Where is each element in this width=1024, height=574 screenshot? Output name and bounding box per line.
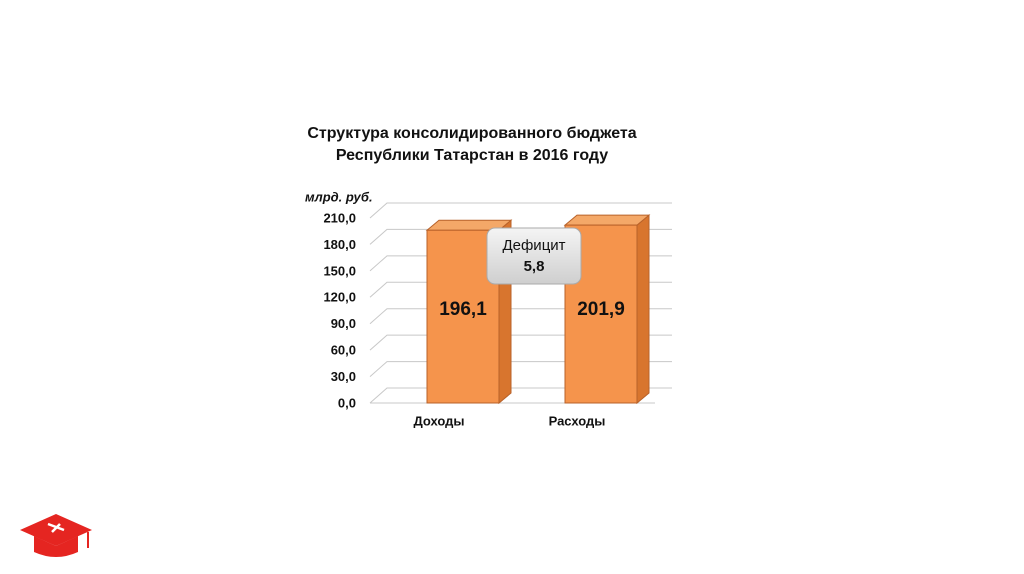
y-tick-label: 30,0	[331, 369, 356, 384]
logo	[20, 514, 92, 557]
bar-side	[636, 214, 650, 405]
callout-box	[486, 227, 582, 285]
grid-line	[369, 202, 672, 219]
chart-title: Структура консолидированного бюджета	[307, 125, 636, 142]
y-tick-label: 90,0	[331, 316, 356, 331]
y-tick-label: 60,0	[331, 343, 356, 358]
callout-text: Дефицит	[502, 237, 565, 254]
y-tick-label: 0,0	[338, 395, 356, 410]
y-axis-label: млрд. руб.	[305, 189, 373, 204]
callout-value: 5,8	[524, 258, 545, 275]
value-label: 196,1	[439, 299, 487, 320]
y-tick-label: 150,0	[323, 263, 356, 278]
y-tick-label: 180,0	[323, 237, 356, 252]
y-tick-label: 210,0	[323, 210, 356, 225]
bar-top	[563, 214, 651, 226]
x-tick-label: Доходы	[413, 413, 464, 428]
chart-title: Республики Татарстан в 2016 году	[336, 147, 608, 164]
value-label: 201,9	[577, 299, 625, 320]
x-tick-label: Расходы	[549, 413, 606, 428]
y-tick-label: 120,0	[323, 290, 356, 305]
